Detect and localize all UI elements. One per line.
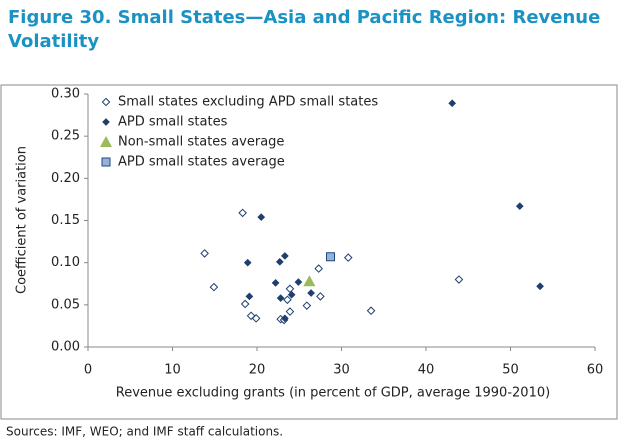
legend-marker	[100, 136, 112, 147]
point	[285, 307, 295, 316]
x-tick-label: 20	[249, 363, 266, 378]
point	[343, 253, 353, 262]
x-tick-label: 0	[84, 363, 92, 378]
x-tick-label: 30	[333, 363, 350, 378]
source-note: Sources: IMF, WEO; and IMF staff calcula…	[6, 425, 283, 439]
point	[276, 294, 285, 303]
y-tick-label: 0.15	[51, 213, 80, 228]
point	[243, 258, 252, 267]
point	[302, 301, 312, 310]
y-tick-label: 0.30	[51, 87, 80, 102]
legend-marker	[102, 118, 110, 126]
legend-marker	[101, 97, 111, 107]
point	[246, 311, 256, 321]
point	[287, 290, 296, 299]
y-tick-label: 0.25	[51, 129, 80, 144]
point	[275, 257, 284, 266]
point	[303, 275, 316, 287]
point	[366, 306, 376, 316]
point	[307, 289, 316, 297]
point	[251, 314, 261, 323]
legend-label: Non-small states average	[118, 135, 284, 150]
point	[200, 249, 209, 258]
point	[280, 251, 289, 260]
chart-title: Figure 30. Small States—Asia and Pacific…	[8, 7, 601, 52]
point	[240, 299, 250, 309]
y-tick-label: 0.00	[51, 340, 80, 355]
point	[536, 282, 545, 291]
y-tick-label: 0.05	[51, 297, 80, 312]
legend-label: APD small states average	[118, 155, 285, 170]
point	[448, 99, 457, 108]
x-tick-label: 40	[418, 363, 435, 378]
point	[280, 314, 289, 323]
legend-label: APD small states	[118, 115, 228, 130]
point	[316, 292, 325, 301]
x-tick-label: 10	[164, 363, 181, 378]
x-axis-label: Revenue excluding grants (in percent of …	[116, 386, 550, 401]
point	[294, 278, 303, 287]
point	[285, 284, 295, 294]
point	[245, 292, 254, 301]
point	[209, 282, 219, 292]
y-tick-label: 0.10	[51, 255, 80, 270]
chart-frame	[0, 84, 618, 420]
point	[314, 264, 323, 273]
point	[257, 213, 266, 222]
x-tick-label: 50	[502, 363, 519, 378]
point	[515, 202, 524, 211]
x-tick-label: 60	[587, 363, 604, 378]
point	[454, 275, 464, 284]
point	[283, 295, 292, 305]
point	[326, 252, 336, 262]
legend-label: Small states excluding APD small states	[118, 95, 378, 110]
y-tick-label: 0.20	[51, 171, 80, 186]
point	[238, 208, 247, 218]
legend-marker	[101, 157, 111, 167]
y-axis-label: Coefficient of variation	[15, 146, 30, 294]
point	[271, 278, 280, 287]
